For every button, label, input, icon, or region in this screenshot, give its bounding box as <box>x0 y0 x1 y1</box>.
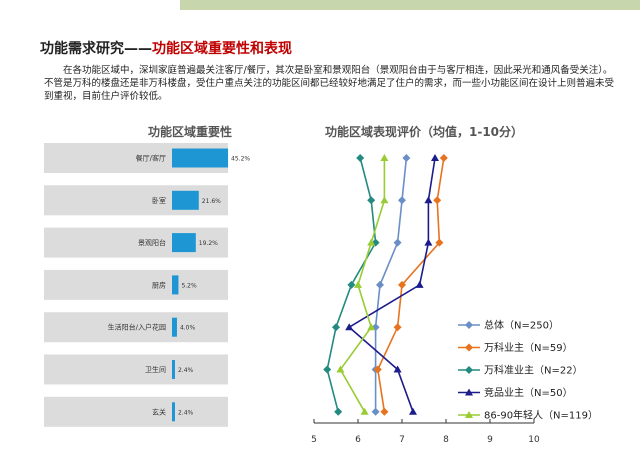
series-point <box>415 280 424 288</box>
bar-category-label: 卧室 <box>152 196 166 205</box>
series-point <box>393 365 402 373</box>
bar-category-label: 卫生间 <box>145 365 166 374</box>
series-point <box>393 323 402 332</box>
legend-swatch-marker <box>465 411 473 418</box>
series-line <box>376 157 445 412</box>
x-axis-tick-label: 10 <box>528 435 540 445</box>
legend-label: 总体（N=250） <box>484 319 559 332</box>
series-point <box>336 365 345 373</box>
bar-row-bg <box>44 269 228 300</box>
legend-swatch-marker <box>465 321 473 329</box>
x-axis-tick-label: 8 <box>443 435 449 445</box>
legend-label: 万科准业主（N=22） <box>484 364 583 377</box>
page-title-main: 功能需求研究—— <box>40 41 152 57</box>
bar-row-bg <box>44 227 228 258</box>
importance-bar-chart: 餐厅/客厅 45.2% 卧室 21.6% 景观阳台 19.2% 厨房 5.2% 生活阳台/入户花… <box>44 143 250 427</box>
bar-category-label: 厨房 <box>152 280 166 289</box>
series-point <box>323 365 332 374</box>
series-point <box>439 154 448 162</box>
bar-value-label: 2.4% <box>178 409 194 416</box>
bar-value-label: 19.2% <box>199 240 218 247</box>
series-point <box>393 238 402 247</box>
bar-value-label: 2.4% <box>178 367 194 374</box>
series-point <box>332 323 340 332</box>
page-title: 功能需求研究——功能区域重要性和表现 <box>40 38 292 58</box>
bar-row-bg <box>44 354 228 385</box>
x-axis-tick-label: 9 <box>487 435 493 445</box>
importance-chart-title: 功能区域重要性 <box>148 124 232 139</box>
performance-line-chart: 5 6 7 8 9 10 <box>311 154 540 445</box>
series-point <box>398 196 406 205</box>
series-group <box>336 154 389 415</box>
top-decor-band <box>180 0 640 10</box>
bar-mark <box>172 275 179 295</box>
series-point <box>354 280 362 288</box>
series-point <box>402 154 411 162</box>
series-point <box>347 280 356 289</box>
x-axis-tick-label: 5 <box>311 435 317 445</box>
series-point <box>424 196 433 204</box>
series-point <box>376 280 384 289</box>
series-point <box>435 238 444 247</box>
legend-swatch-marker <box>465 366 473 374</box>
series-point <box>380 196 389 204</box>
legend-label: 万科业主（N=59） <box>484 341 573 354</box>
bar-mark <box>172 360 175 379</box>
bar-row-bg <box>44 396 228 427</box>
legend-swatch-marker <box>465 343 473 352</box>
series-point <box>380 154 389 161</box>
series-group <box>323 154 380 416</box>
series-point <box>371 407 380 416</box>
series-point <box>431 154 439 161</box>
series-group <box>345 154 439 415</box>
legend-swatch-marker <box>465 388 473 396</box>
series-line <box>347 157 436 413</box>
series-group <box>373 154 448 416</box>
intro-paragraph: 在各功能区域中，深圳家庭普遍最关注客厅/餐厅，其次是卧室和景观阳台（景观阳台由于… <box>44 65 615 102</box>
series-point <box>373 365 382 374</box>
series-point <box>433 196 442 205</box>
series-point <box>367 238 376 246</box>
legend-label: 86-90年轻人（N=119） <box>484 409 598 422</box>
series-point <box>380 407 389 416</box>
bar-mark <box>172 317 177 337</box>
series-point <box>356 154 365 162</box>
performance-legend: 总体（N=250） 万科业主（N=59） 万科准业主（N=22） 竞品业主（N=50）… <box>458 319 598 422</box>
bar-mark <box>172 148 229 168</box>
series-point <box>398 280 406 289</box>
bar-row-bg <box>44 185 228 216</box>
bar-value-label: 45.2% <box>231 156 250 163</box>
bar-category-label: 玄关 <box>152 407 166 416</box>
bar-value-label: 21.6% <box>202 198 221 205</box>
bar-row-bg <box>44 312 228 343</box>
bar-category-label: 餐厅/客厅 <box>136 154 166 163</box>
bar-value-label: 5.2% <box>181 282 197 289</box>
x-axis-tick-label: 6 <box>355 435 361 445</box>
x-axis-tick-label: 7 <box>399 435 405 445</box>
bar-category-label: 景观阳台 <box>138 238 166 247</box>
bar-category-label: 生活阳台/入户花园 <box>108 323 166 332</box>
series-point <box>409 407 417 415</box>
series-point <box>367 323 376 331</box>
series-point <box>367 196 376 205</box>
series-point <box>334 407 343 416</box>
performance-chart-title: 功能区域表现评价（均值，1-10分） <box>325 124 523 139</box>
series-point <box>424 238 433 246</box>
page-title-highlight: 功能区域重要性和表现 <box>152 41 292 57</box>
legend-label: 竞品业主（N=50） <box>484 386 573 399</box>
series-point <box>345 323 354 331</box>
series-point <box>360 407 369 415</box>
bar-mark <box>172 190 199 210</box>
bar-mark <box>172 233 196 253</box>
bar-value-label: 4.0% <box>180 325 196 332</box>
bar-mark <box>172 402 175 422</box>
